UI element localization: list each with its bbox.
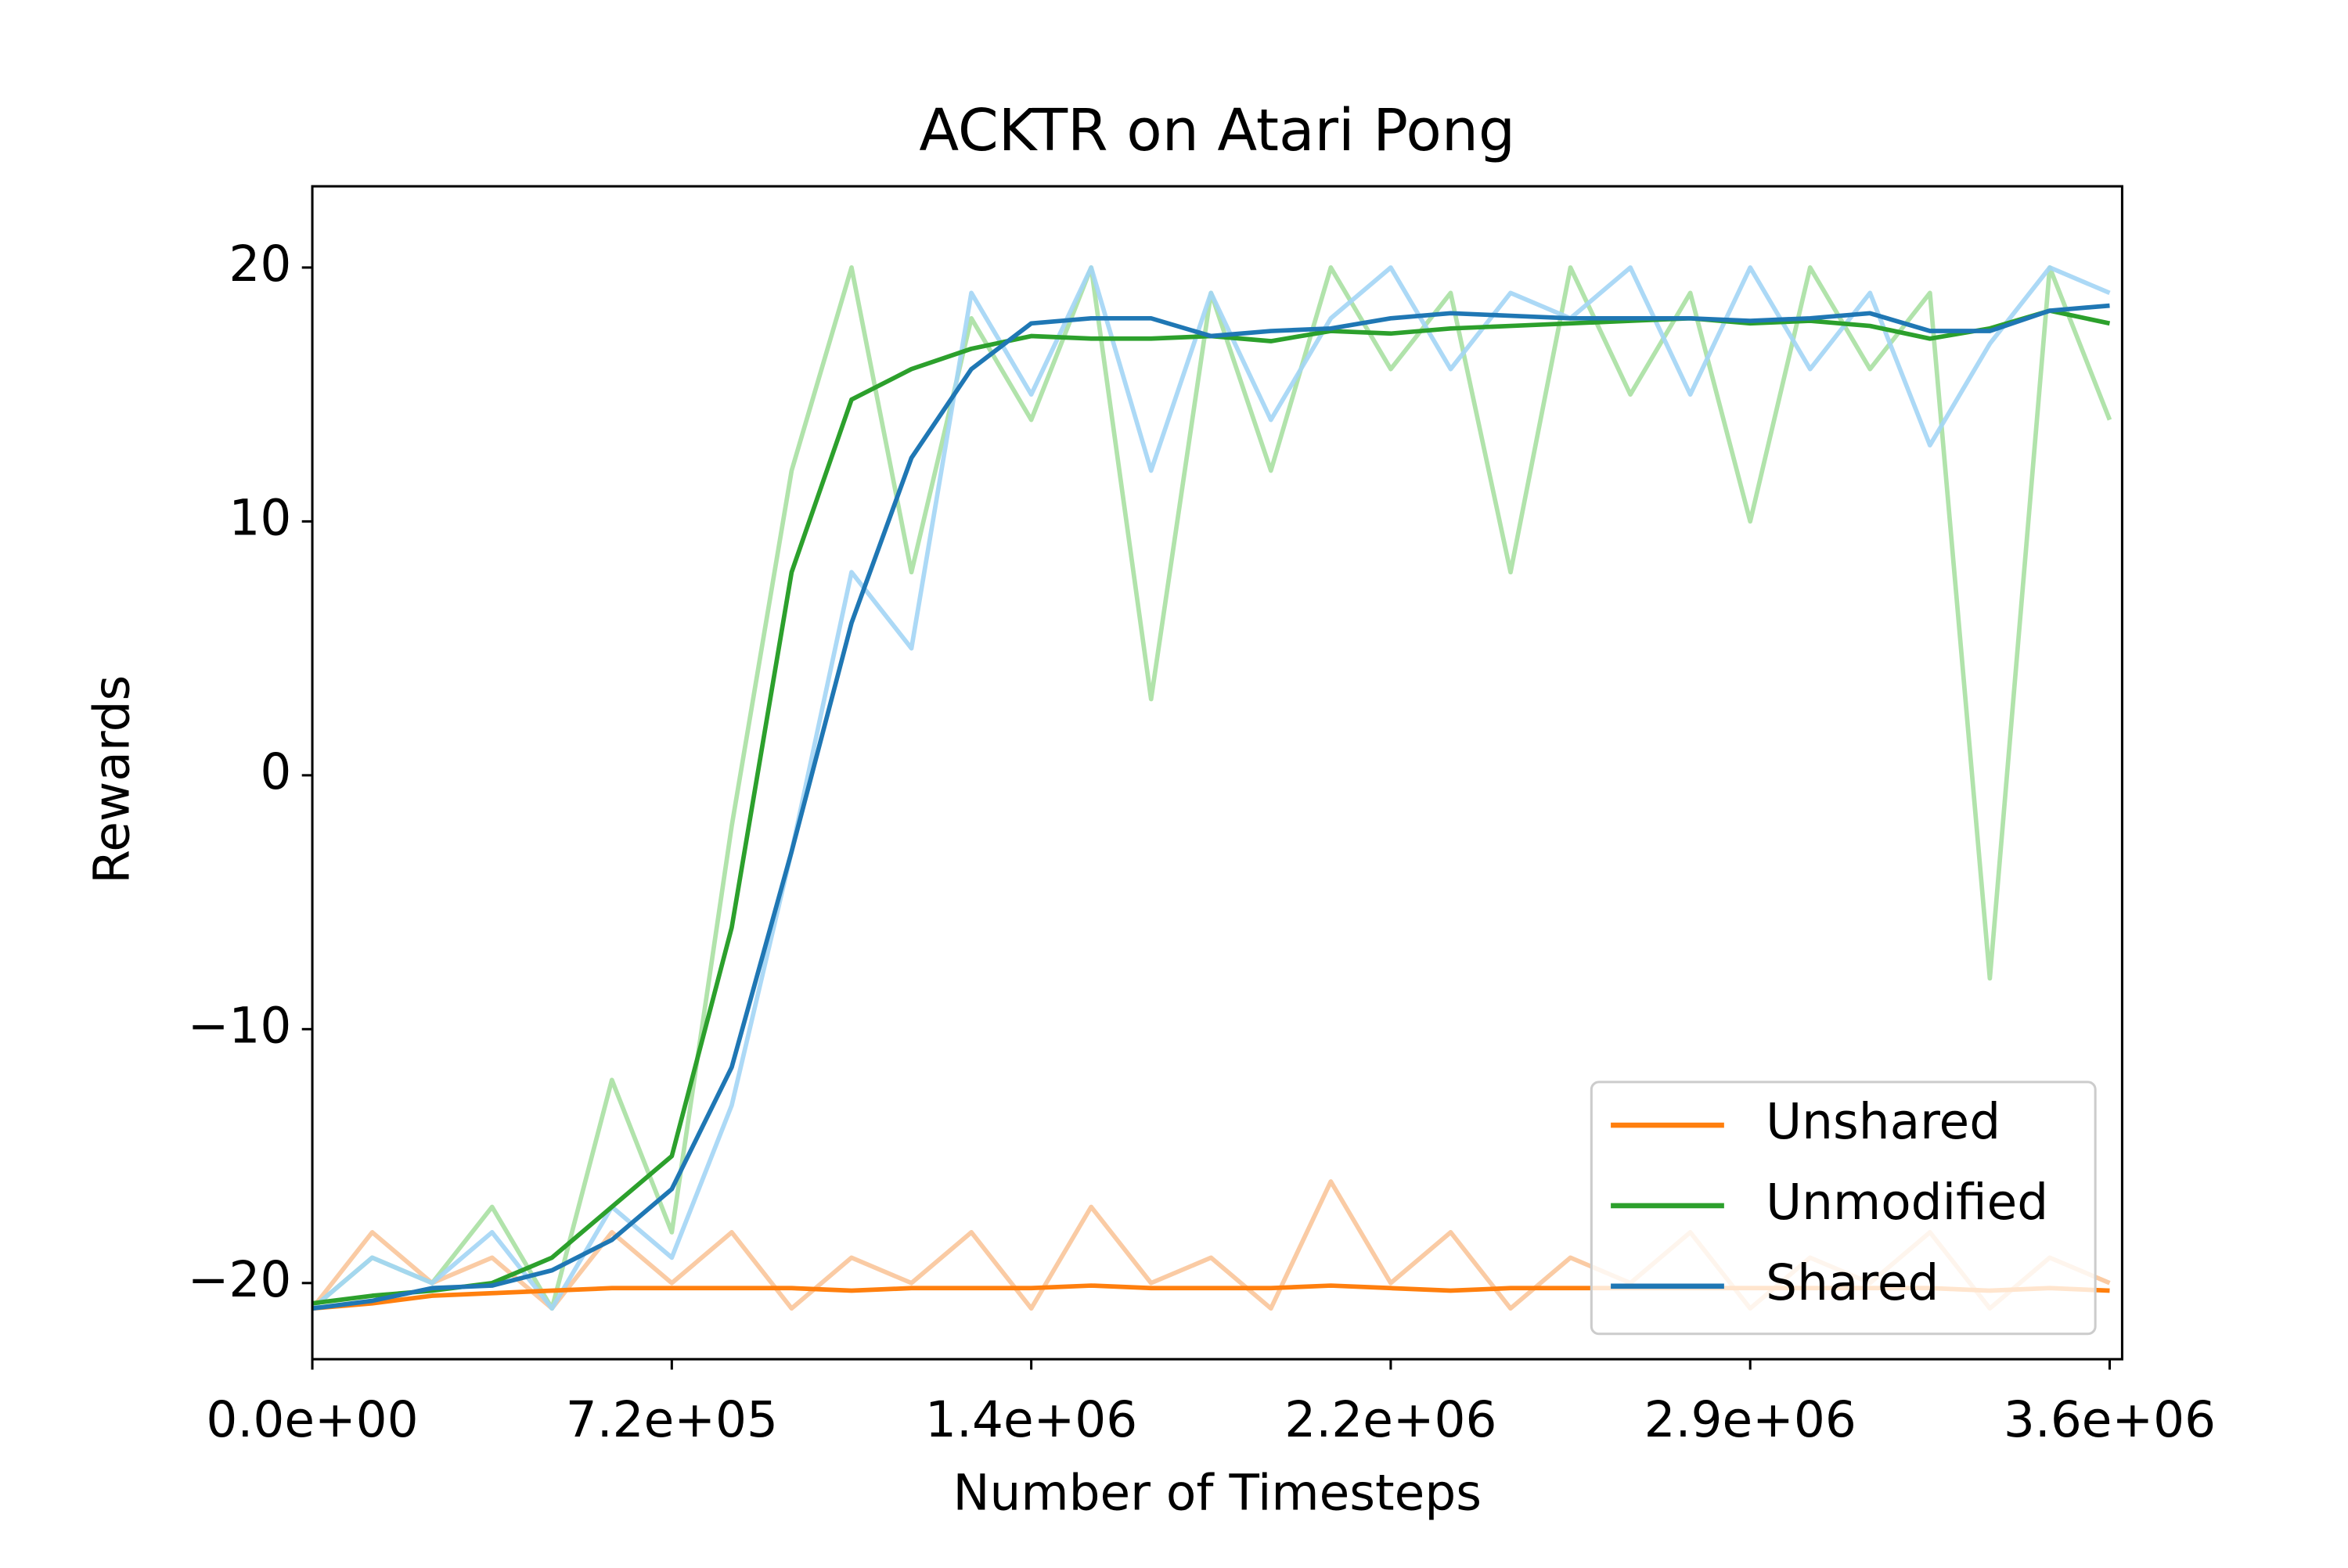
x-tick-label: 2.9e+06 <box>1644 1391 1856 1448</box>
x-tick-label: 1.4e+06 <box>925 1391 1137 1448</box>
legend-label: Shared <box>1766 1254 1939 1311</box>
series-line <box>312 303 2110 1311</box>
legend-label: Unshared <box>1766 1093 2000 1150</box>
x-tick-label: 7.2e+05 <box>566 1391 778 1448</box>
x-tick-label: 0.0e+00 <box>206 1391 418 1448</box>
plot-frame <box>311 185 2123 1361</box>
chart-title: ACKTR on Atari Pong <box>919 96 1515 164</box>
y-axis-label: Rewards <box>84 675 141 884</box>
legend-label: Unmodified <box>1766 1174 2048 1231</box>
plot-area <box>312 265 2112 1311</box>
x-axis-label: Number of Timesteps <box>953 1464 1482 1521</box>
x-tick-label: 3.6e+06 <box>2004 1391 2216 1448</box>
y-tick-label: 0 <box>260 743 291 800</box>
y-tick-label: 20 <box>229 236 291 293</box>
legend-box <box>1590 1081 2097 1336</box>
x-tick-label: 2.2e+06 <box>1284 1391 1496 1448</box>
y-tick-label: 10 <box>229 489 291 546</box>
y-tick-label: −10 <box>188 997 292 1054</box>
y-tick-label: −20 <box>188 1251 292 1308</box>
